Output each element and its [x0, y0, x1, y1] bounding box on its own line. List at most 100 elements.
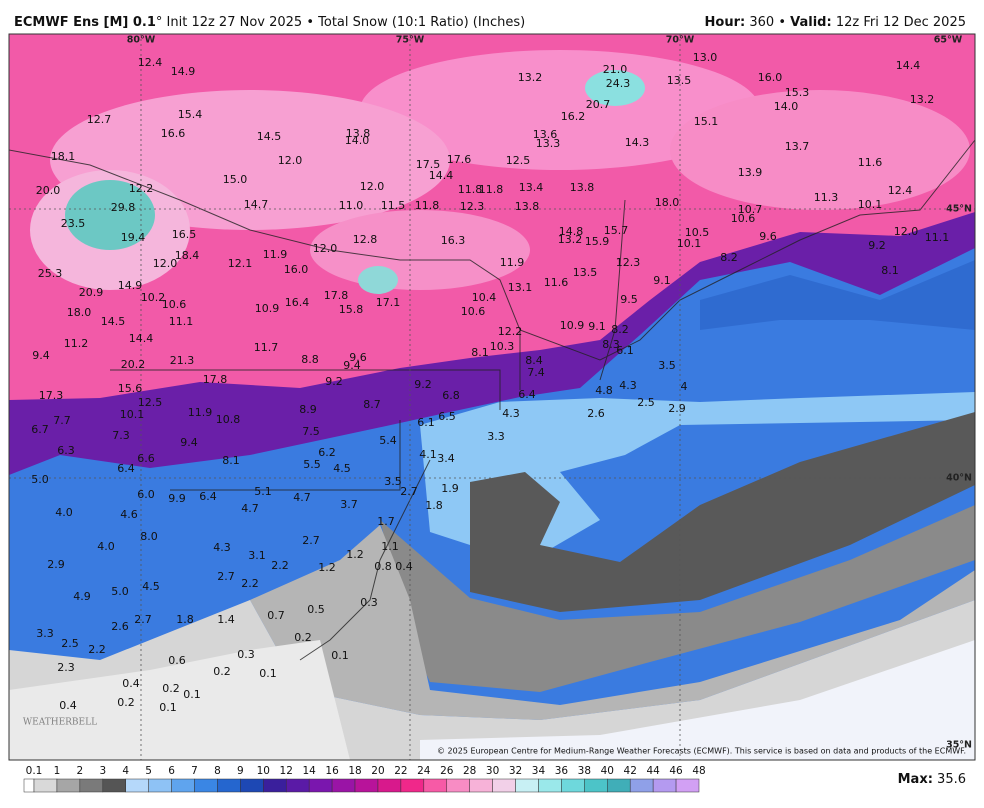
snow-total-label: 8.7 — [363, 398, 381, 411]
colorbar-label: 46 — [669, 765, 683, 777]
snow-total-label: 14.0 — [345, 134, 370, 147]
snow-total-label: 0.2 — [162, 682, 180, 695]
snow-total-label: 3.5 — [384, 475, 402, 488]
colorbar-box — [515, 778, 539, 793]
snow-total-label: 2.5 — [61, 637, 79, 650]
snow-total-label: 0.2 — [117, 696, 135, 709]
snow-total-label: 9.2 — [325, 375, 343, 388]
snow-total-label: 16.0 — [284, 263, 309, 276]
snow-total-label: 11.1 — [925, 231, 950, 244]
valid-label: Valid: — [790, 15, 832, 30]
snow-total-label: 2.3 — [57, 661, 75, 674]
colorbar-label: 9 — [237, 765, 244, 777]
snow-total-label: 6.6 — [137, 452, 155, 465]
snow-total-label: 9.6 — [349, 351, 367, 364]
snow-total-label: 10.2 — [141, 291, 166, 304]
snow-total-label: 2.2 — [88, 643, 106, 656]
logo: WEATHERBELL — [23, 718, 97, 728]
longitude-label: 75°W — [396, 35, 425, 46]
snow-total-label: 4.3 — [502, 407, 520, 420]
snow-total-label: 8.2 — [611, 323, 629, 336]
snow-total-label: 6.1 — [616, 344, 634, 357]
snow-total-label: 7.5 — [302, 425, 320, 438]
colorbar-label: 5 — [145, 765, 152, 777]
colorbar-box — [240, 778, 264, 793]
model: ECMWF Ens [M] 0.1 — [14, 15, 156, 30]
snow-total-label: 0.5 — [307, 603, 325, 616]
snow-total-label: 9.4 — [32, 349, 50, 362]
snow-total-label: 4.3 — [213, 541, 231, 554]
snow-total-label: 11.9 — [263, 248, 288, 261]
colorbar-box — [675, 778, 700, 793]
snow-total-label: 20.0 — [36, 184, 61, 197]
snow-total-label: 17.1 — [376, 296, 401, 309]
snow-total-label: 6.4 — [518, 388, 536, 401]
colorbar-label: 18 — [348, 765, 361, 777]
snow-total-label: 12.0 — [278, 154, 303, 167]
colorbar-label: 38 — [578, 765, 591, 777]
map-frame — [8, 33, 976, 761]
snow-total-label: 14.5 — [101, 315, 126, 328]
snow-total-label: 0.7 — [267, 609, 285, 622]
snow-total-label: 16.3 — [441, 234, 466, 247]
snow-total-label: 8.9 — [299, 403, 317, 416]
colorbar-label: 2 — [77, 765, 84, 777]
snow-total-label: 8.2 — [720, 251, 738, 264]
colorbar-label: 16 — [325, 765, 339, 777]
snow-total-label: 15.7 — [604, 224, 629, 237]
hour-label: Hour: — [705, 15, 746, 30]
snow-total-label: 1.2 — [318, 561, 336, 574]
colorbar-label: 1 — [54, 765, 61, 777]
colorbar-label: 24 — [417, 765, 431, 777]
snow-total-label: 17.6 — [447, 153, 472, 166]
longitude-label: 65°W — [934, 35, 963, 46]
latitude-label: 35°N — [946, 740, 972, 751]
snow-total-label: 6.3 — [57, 444, 75, 457]
snow-total-label: 14.0 — [774, 100, 799, 113]
colorbar-label: 44 — [646, 765, 660, 777]
snow-total-label: 14.5 — [257, 130, 282, 143]
hour: 360 • — [749, 15, 786, 30]
snow-total-label: 4.7 — [241, 502, 259, 515]
colorbar-label: 34 — [532, 765, 546, 777]
snow-total-label: 8.4 — [525, 354, 543, 367]
snow-total-label: 11.8 — [458, 183, 483, 196]
snow-total-label: 13.3 — [536, 137, 561, 150]
snow-total-label: 13.2 — [558, 233, 583, 246]
snow-total-label: 9.9 — [168, 492, 186, 505]
snow-total-label: 10.6 — [162, 298, 187, 311]
snow-total-label: 15.9 — [585, 235, 610, 248]
snow-total-label: 18.0 — [67, 306, 92, 319]
snow-total-label: 6.7 — [31, 423, 49, 436]
colorbar-label: 36 — [555, 765, 569, 777]
snow-total-label: 15.0 — [223, 173, 248, 186]
snow-total-label: 1.7 — [377, 515, 395, 528]
colorbar-box — [56, 778, 81, 793]
snow-total-label: 0.3 — [360, 596, 378, 609]
snow-total-label: 0.2 — [213, 665, 231, 678]
snow-total-label: 8.1 — [222, 454, 240, 467]
snow-total-label: 1.8 — [176, 613, 194, 626]
snow-total-label: 21.0 — [603, 63, 628, 76]
snow-total-label: 16.2 — [561, 110, 586, 123]
snow-total-label: 4.1 — [419, 448, 437, 461]
snow-total-label: 12.3 — [616, 256, 641, 269]
colorbar-box — [23, 778, 35, 793]
snow-total-label: 3.4 — [437, 452, 455, 465]
snow-total-label: 5.0 — [31, 473, 49, 486]
snow-total-label: 29.8 — [111, 201, 136, 214]
snow-total-label: 17.8 — [203, 373, 228, 386]
snow-total-label: 13.8 — [515, 200, 540, 213]
snow-total-label: 4.6 — [120, 508, 138, 521]
snow-total-label: 0.1 — [183, 688, 201, 701]
snow-total-label: 6.4 — [117, 462, 135, 475]
subtitle: ° Init 12z 27 Nov 2025 • Total Snow (10:… — [156, 15, 525, 30]
colorbar-box — [400, 778, 425, 793]
map: 12.414.9 13.221.024.3 13.513.016.014.415.3… — [9, 34, 975, 760]
snow-total-label: 3.3 — [487, 430, 505, 443]
snow-total-label: 15.4 — [178, 108, 203, 121]
snow-total-label: 8.3 — [602, 338, 620, 351]
snow-total-label: 12.0 — [313, 242, 338, 255]
colorbar-box — [308, 778, 333, 793]
colorbar-label: 20 — [371, 765, 384, 777]
